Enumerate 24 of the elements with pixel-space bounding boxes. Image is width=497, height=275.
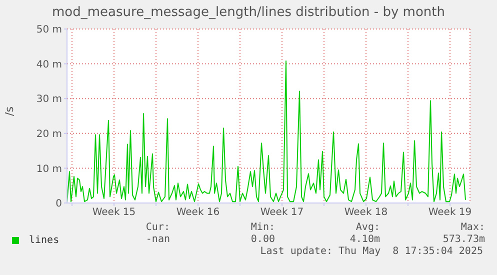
text: 0.00 xyxy=(250,234,275,245)
line-series xyxy=(67,60,466,203)
text: Cur: xyxy=(144,222,170,233)
text: -nan xyxy=(144,234,170,245)
text: Last update: Thu May 8 17:35:04 2025 xyxy=(260,246,483,257)
y-tick-label: 40 m xyxy=(36,59,62,70)
x-tick-label: Week 17 xyxy=(260,207,304,218)
text: Max: xyxy=(460,222,485,233)
x-tick-label: Week 16 xyxy=(176,207,220,218)
x-tick-label: Week 15 xyxy=(92,207,136,218)
text: 4.10m xyxy=(348,234,380,245)
y-tick-label: 30 m xyxy=(36,94,62,106)
chart-title: mod_measure_message_length/lines distribution - by month xyxy=(51,5,446,20)
y-tick-label: 0 xyxy=(56,198,62,210)
legend-label: lines xyxy=(29,235,60,246)
x-tick-label: Week 19 xyxy=(428,207,472,218)
y-tick-label: 10 m xyxy=(36,164,62,175)
y-axis-title: /s xyxy=(2,106,16,116)
text: 573.73m xyxy=(442,234,485,245)
y-tick-label: 50 m xyxy=(36,24,62,36)
x-tick-label: Week 18 xyxy=(344,207,388,218)
y-tick-label: 20 m xyxy=(36,128,62,140)
text: Min: xyxy=(250,222,275,233)
text: Avg: xyxy=(354,222,380,233)
